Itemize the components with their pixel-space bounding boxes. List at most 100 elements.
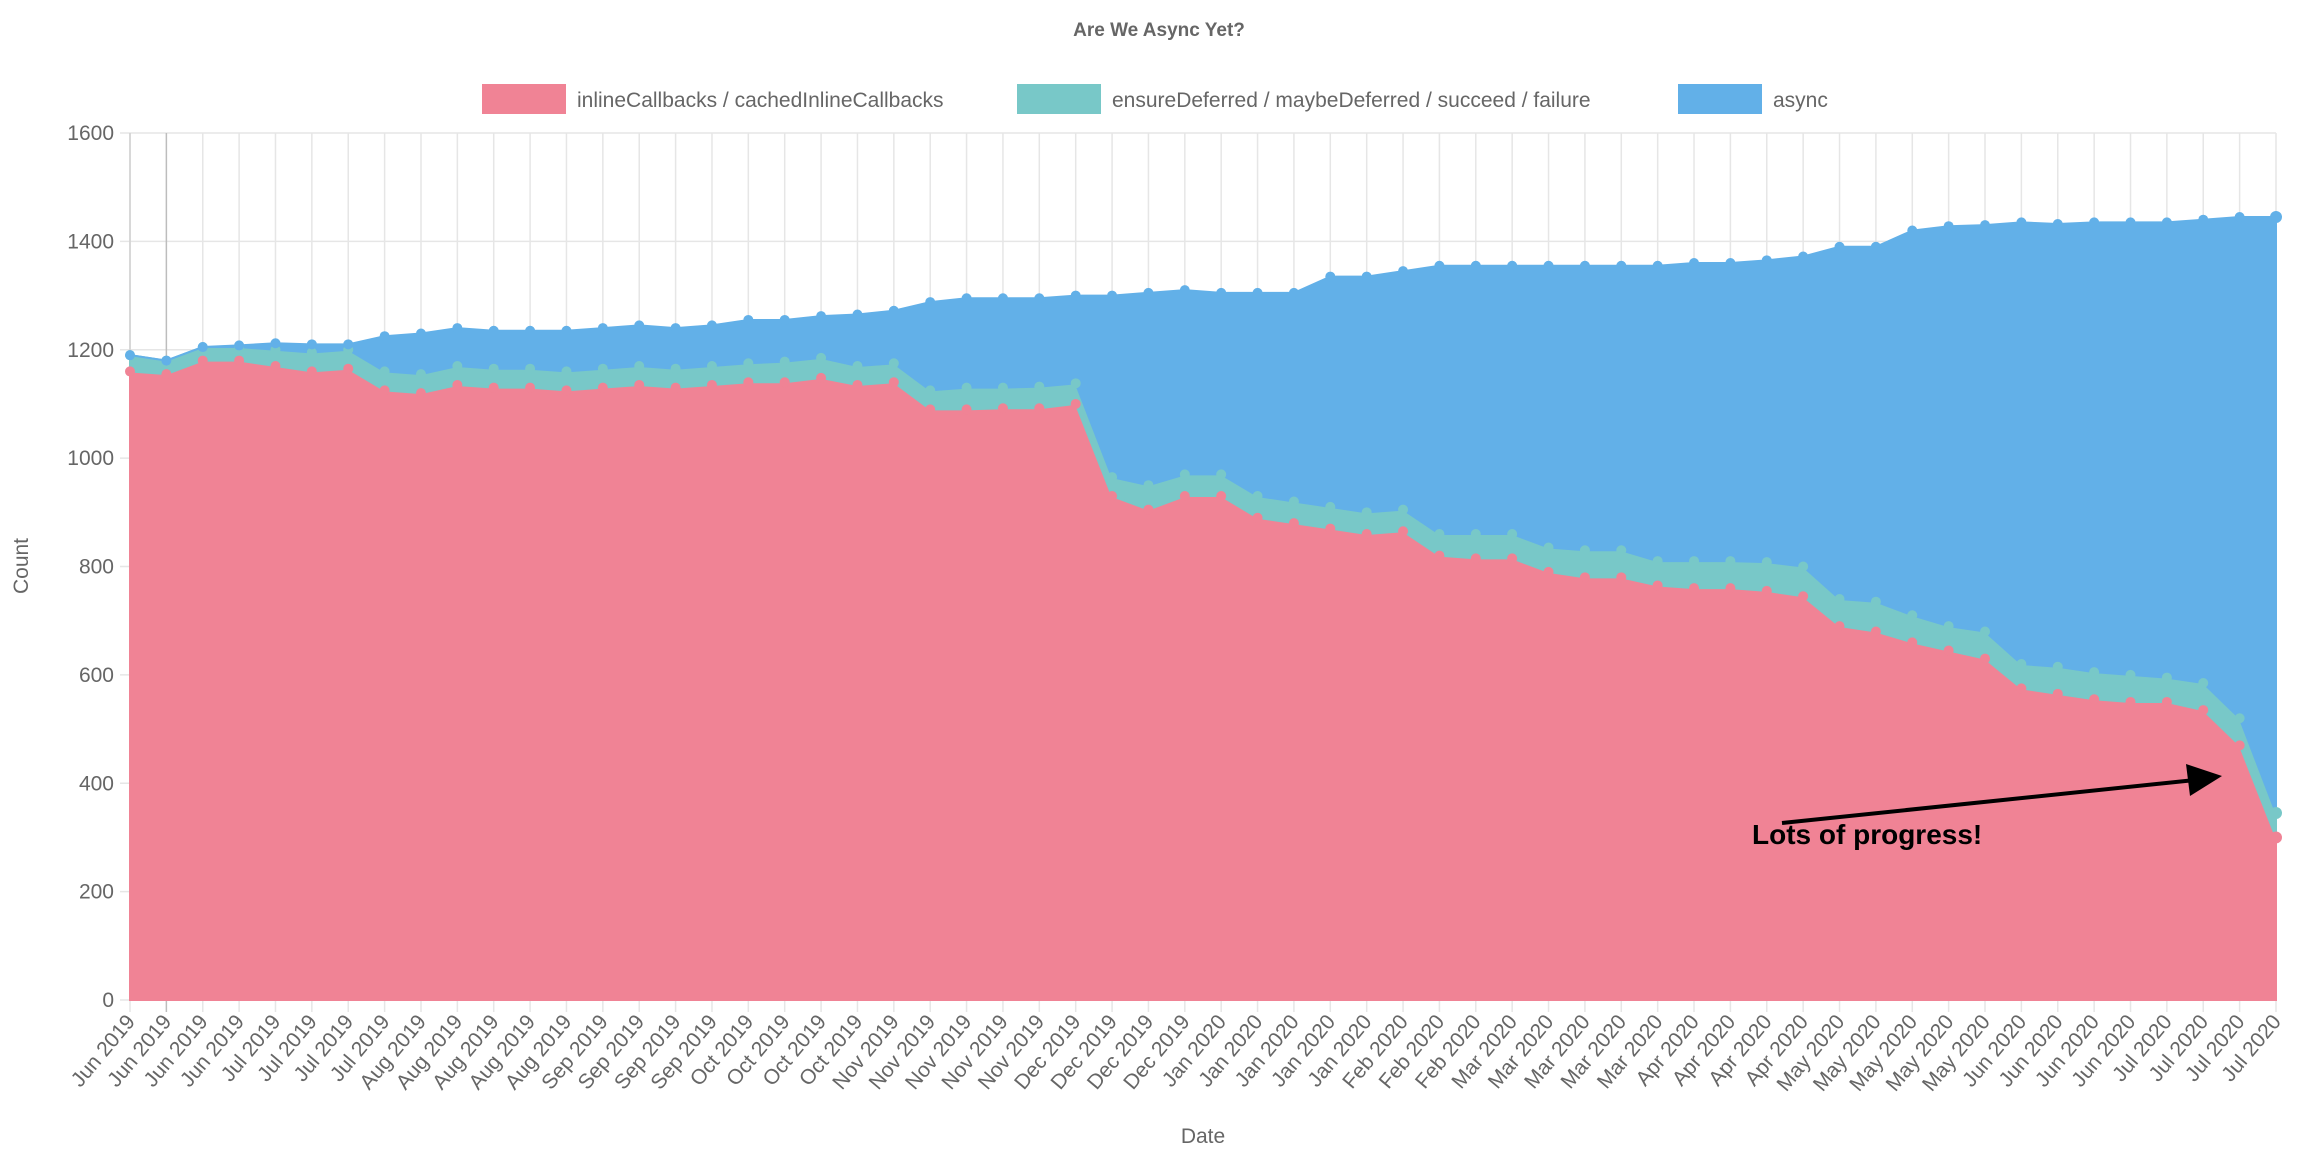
data-point-series-3 bbox=[961, 293, 972, 304]
series-areas bbox=[129, 215, 2277, 1001]
data-point-series-2 bbox=[1652, 556, 1663, 567]
data-point-series-1 bbox=[1579, 572, 1590, 583]
data-point-series-3 bbox=[1616, 260, 1627, 271]
x-axis-label: Date bbox=[1181, 1125, 1225, 1148]
data-point-series-1 bbox=[525, 382, 536, 393]
data-point-series-2 bbox=[1288, 496, 1299, 507]
data-point-series-3 bbox=[2089, 217, 2100, 228]
data-point-series-3 bbox=[2161, 217, 2172, 228]
data-point-series-2 bbox=[488, 363, 499, 374]
data-point-series-3 bbox=[1398, 266, 1409, 277]
data-point-series-2 bbox=[670, 363, 681, 374]
y-tick-label: 800 bbox=[79, 556, 114, 579]
data-point-series-2 bbox=[1252, 491, 1263, 502]
data-point-series-2 bbox=[2052, 661, 2063, 672]
data-point-series-2 bbox=[1107, 472, 1118, 483]
data-point-series-3 bbox=[197, 342, 208, 353]
data-point-series-3 bbox=[2198, 214, 2209, 225]
data-point-series-1 bbox=[1761, 585, 1772, 596]
data-point-series-1 bbox=[2016, 683, 2027, 694]
data-point-series-2 bbox=[2270, 807, 2282, 820]
data-point-series-3 bbox=[1107, 290, 1118, 301]
data-point-series-2 bbox=[1870, 596, 1881, 607]
legend-swatch bbox=[1678, 84, 1762, 114]
data-point-series-1 bbox=[706, 379, 717, 390]
data-point-series-1 bbox=[1143, 504, 1154, 515]
data-point-series-3 bbox=[1870, 241, 1881, 252]
data-point-series-3 bbox=[1070, 290, 1081, 301]
y-tick-label: 600 bbox=[79, 664, 114, 687]
data-point-series-2 bbox=[1616, 545, 1627, 556]
data-point-series-2 bbox=[561, 366, 572, 377]
data-point-series-2 bbox=[1070, 378, 1081, 389]
data-point-series-2 bbox=[1507, 528, 1518, 539]
data-point-series-3 bbox=[561, 325, 572, 336]
legend: inlineCallbacks / cachedInlineCallbacks e… bbox=[482, 84, 1828, 114]
data-point-series-2 bbox=[1034, 381, 1045, 392]
data-point-series-3 bbox=[1288, 287, 1299, 298]
data-point-series-1 bbox=[2198, 705, 2209, 716]
y-tick-label: 1200 bbox=[67, 339, 114, 362]
data-point-series-2 bbox=[1579, 545, 1590, 556]
data-point-series-3 bbox=[670, 323, 681, 334]
data-point-series-1 bbox=[1870, 626, 1881, 637]
data-point-series-3 bbox=[343, 339, 354, 350]
data-point-series-1 bbox=[670, 382, 681, 393]
data-point-series-1 bbox=[2234, 740, 2245, 751]
data-point-series-3 bbox=[2270, 210, 2282, 223]
data-point-series-2 bbox=[597, 363, 608, 374]
data-point-series-1 bbox=[1070, 398, 1081, 409]
data-point-series-3 bbox=[706, 320, 717, 331]
annotation: Lots of progress! bbox=[1752, 764, 2222, 850]
data-point-series-1 bbox=[1907, 637, 1918, 648]
data-point-series-1 bbox=[2052, 688, 2063, 699]
data-point-series-1 bbox=[816, 372, 827, 383]
data-point-series-1 bbox=[234, 355, 245, 366]
data-point-series-3 bbox=[415, 328, 426, 339]
data-point-series-2 bbox=[1216, 469, 1227, 480]
data-point-series-3 bbox=[2016, 217, 2027, 228]
data-point-series-3 bbox=[234, 340, 245, 351]
data-point-series-2 bbox=[1980, 626, 1991, 637]
data-point-series-1 bbox=[1361, 528, 1372, 539]
data-point-series-3 bbox=[852, 309, 863, 320]
data-point-series-1 bbox=[2161, 696, 2172, 707]
data-point-series-3 bbox=[1361, 271, 1372, 282]
data-point-series-1 bbox=[197, 355, 208, 366]
data-point-series-3 bbox=[1943, 221, 1954, 232]
data-point-series-3 bbox=[488, 325, 499, 336]
data-point-series-1 bbox=[379, 385, 390, 396]
data-point-series-3 bbox=[1179, 285, 1190, 296]
data-point-series-1 bbox=[597, 382, 608, 393]
data-point-series-1 bbox=[1252, 512, 1263, 523]
data-point-series-1 bbox=[1798, 591, 1809, 602]
data-point-series-2 bbox=[1143, 480, 1154, 491]
data-point-series-2 bbox=[634, 361, 645, 372]
data-point-series-2 bbox=[1179, 469, 1190, 480]
data-point-series-1 bbox=[1943, 645, 1954, 656]
data-point-series-3 bbox=[379, 331, 390, 342]
data-point-series-1 bbox=[343, 363, 354, 374]
legend-swatch bbox=[1017, 84, 1101, 114]
data-point-series-2 bbox=[1943, 621, 1954, 632]
data-point-series-1 bbox=[1470, 553, 1481, 564]
data-point-series-2 bbox=[1689, 556, 1700, 567]
data-point-series-1 bbox=[415, 388, 426, 399]
data-point-series-3 bbox=[452, 323, 463, 334]
data-point-series-1 bbox=[1725, 583, 1736, 594]
data-point-series-2 bbox=[1725, 556, 1736, 567]
data-point-series-1 bbox=[270, 361, 281, 372]
annotation-arrow-line bbox=[1781, 778, 2196, 825]
data-point-series-1 bbox=[488, 382, 499, 393]
data-point-series-3 bbox=[1543, 260, 1554, 271]
data-point-series-2 bbox=[961, 382, 972, 393]
data-point-series-3 bbox=[306, 339, 317, 350]
data-point-series-3 bbox=[779, 314, 790, 325]
y-axis-label: Count bbox=[10, 538, 33, 594]
data-point-series-1 bbox=[997, 403, 1008, 414]
data-point-series-2 bbox=[525, 363, 536, 374]
data-point-series-2 bbox=[779, 356, 790, 367]
data-point-series-3 bbox=[1579, 260, 1590, 271]
data-point-series-1 bbox=[1434, 550, 1445, 561]
data-point-series-3 bbox=[1652, 260, 1663, 271]
